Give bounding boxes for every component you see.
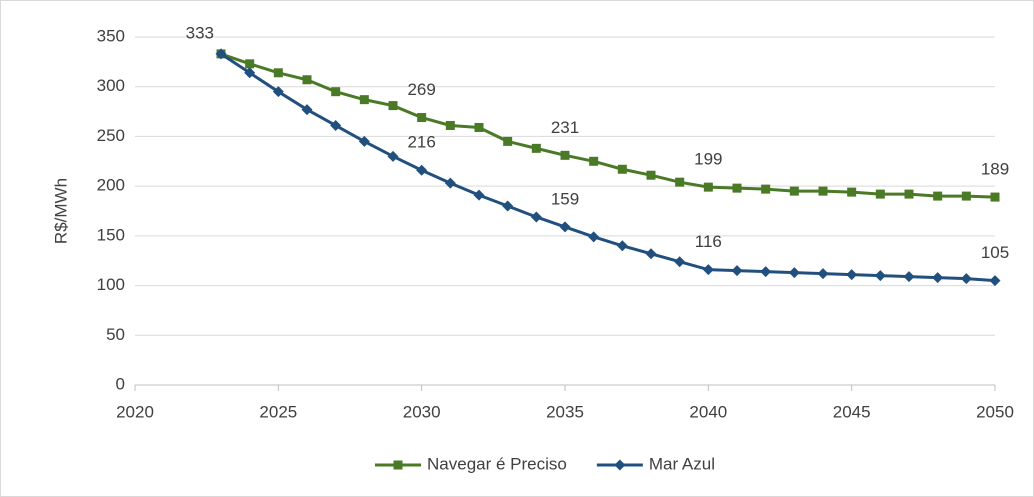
- x-tick-label: 2030: [403, 402, 441, 421]
- data-label: 231: [551, 118, 579, 137]
- y-tick-label: 0: [116, 374, 125, 393]
- x-tick-label: 2020: [116, 402, 154, 421]
- point: [616, 240, 628, 252]
- point: [559, 221, 571, 233]
- legend: Navegar é Preciso Mar Azul: [375, 454, 715, 473]
- y-tick-label: 200: [97, 176, 125, 195]
- point: [874, 270, 886, 282]
- point: [990, 192, 1000, 202]
- data-label: 159: [551, 189, 579, 208]
- point: [560, 150, 570, 160]
- point: [588, 231, 600, 243]
- point: [302, 75, 312, 85]
- x-tick-label: 2050: [976, 402, 1014, 421]
- point: [445, 120, 455, 130]
- point: [702, 264, 714, 276]
- data-label: 116: [695, 232, 722, 251]
- data-label: 189: [981, 160, 1009, 179]
- point: [788, 267, 800, 279]
- point: [330, 119, 342, 131]
- series-line: [220, 52, 996, 199]
- point: [244, 67, 256, 79]
- y-tick-label: 150: [97, 225, 125, 244]
- series-line: [220, 52, 996, 283]
- y-tick-label: 100: [97, 275, 125, 294]
- y-tick-label: 50: [106, 325, 125, 344]
- data-label: 199: [694, 150, 722, 169]
- point: [502, 200, 514, 212]
- point: [674, 256, 686, 268]
- data-label: 216: [407, 133, 435, 152]
- point: [817, 268, 829, 280]
- point: [961, 191, 971, 201]
- point: [416, 164, 428, 176]
- point: [474, 122, 484, 132]
- point: [933, 191, 943, 201]
- legend-label: Navegar é Preciso: [427, 454, 567, 473]
- legend-label: Mar Azul: [649, 454, 715, 473]
- point: [818, 186, 828, 196]
- point: [789, 186, 799, 196]
- y-tick-label: 250: [97, 126, 125, 145]
- point: [358, 135, 370, 147]
- point: [645, 248, 657, 260]
- point: [617, 164, 627, 174]
- point: [675, 177, 685, 187]
- point: [703, 182, 713, 192]
- point: [215, 48, 227, 60]
- point: [989, 275, 1001, 287]
- y-tick-label: 350: [97, 26, 125, 45]
- y-axis-label: R$/MWh: [51, 178, 70, 244]
- y-tick-label: 300: [97, 76, 125, 95]
- point: [531, 143, 541, 153]
- point: [731, 265, 743, 277]
- point: [960, 273, 972, 285]
- point: [417, 113, 427, 123]
- point: [760, 266, 772, 278]
- point: [273, 68, 283, 78]
- point: [846, 269, 858, 281]
- point: [388, 101, 398, 111]
- data-label: 269: [407, 80, 435, 99]
- point: [359, 95, 369, 105]
- data-label: 105: [981, 243, 1009, 262]
- point: [932, 272, 944, 284]
- x-tick-label: 2025: [259, 402, 297, 421]
- point: [503, 136, 513, 146]
- point: [473, 189, 485, 201]
- point: [903, 271, 915, 283]
- point: [875, 189, 885, 199]
- point: [761, 184, 771, 194]
- x-tick-label: 2035: [546, 402, 584, 421]
- point: [847, 187, 857, 197]
- point: [530, 211, 542, 223]
- point: [301, 104, 313, 116]
- point: [245, 59, 255, 69]
- point: [904, 189, 914, 199]
- point: [444, 177, 456, 189]
- legend-marker: [393, 460, 403, 470]
- x-tick-label: 2045: [833, 402, 871, 421]
- point: [732, 183, 742, 193]
- point: [331, 87, 341, 97]
- legend-marker: [614, 459, 626, 471]
- x-tick-label: 2040: [689, 402, 727, 421]
- point: [589, 156, 599, 166]
- point: [646, 170, 656, 180]
- data-label: 333: [186, 23, 214, 42]
- point: [387, 150, 399, 162]
- point: [272, 86, 284, 98]
